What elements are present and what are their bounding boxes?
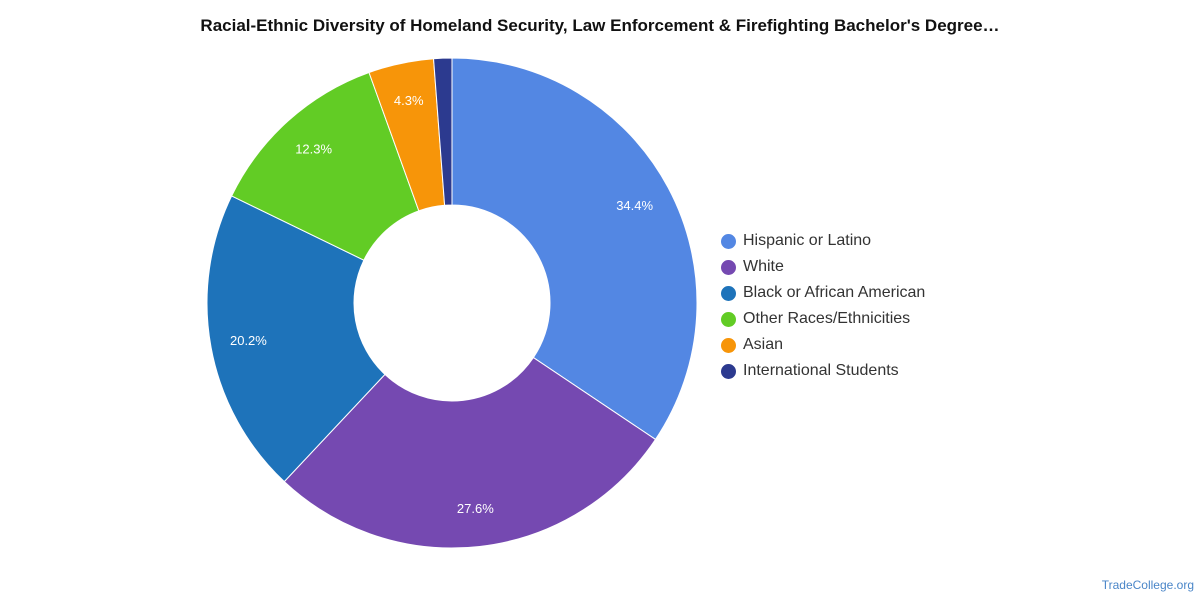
legend-label: Black or African American [743, 284, 926, 301]
pie-slice-hispanic-or-latino[interactable] [451, 57, 698, 441]
source-credit[interactable]: TradeCollege.org [1101, 578, 1194, 592]
slice-value-label: 27.6% [457, 501, 494, 516]
slice-value-label: 12.3% [295, 142, 332, 157]
pie-slice-white[interactable] [283, 356, 657, 549]
legend-swatch [721, 337, 736, 353]
legend-label: White [743, 258, 784, 275]
legend-swatch [721, 259, 736, 275]
slice-value-label: 20.2% [230, 333, 267, 348]
legend-label: International Students [743, 362, 899, 379]
legend-swatch [721, 285, 736, 301]
legend: Hispanic or Latino White Black or Africa… [721, 228, 925, 384]
pie-slice-black-or-african-american[interactable] [206, 195, 386, 483]
pie-slice-other-races-ethnicities[interactable] [230, 71, 420, 261]
legend-label: Other Races/Ethnicities [743, 310, 911, 327]
legend-item-white[interactable]: White [721, 254, 925, 280]
legend-item-hispanic[interactable]: Hispanic or Latino [721, 228, 925, 254]
legend-swatch [721, 363, 736, 379]
legend-item-asian[interactable]: Asian [721, 332, 925, 358]
legend-item-other-races[interactable]: Other Races/Ethnicities [721, 306, 925, 332]
legend-item-international[interactable]: International Students [721, 358, 925, 384]
pie-slice-international-students[interactable] [433, 57, 453, 206]
legend-label: Hispanic or Latino [743, 232, 872, 249]
legend-item-black[interactable]: Black or African American [721, 280, 925, 306]
chart-title: Racial-Ethnic Diversity of Homeland Secu… [200, 16, 1000, 35]
slice-value-label: 34.4% [616, 198, 653, 213]
legend-swatch [721, 311, 736, 327]
legend-swatch [721, 233, 736, 249]
slice-value-label: 4.3% [394, 93, 424, 108]
legend-label: Asian [743, 336, 784, 353]
